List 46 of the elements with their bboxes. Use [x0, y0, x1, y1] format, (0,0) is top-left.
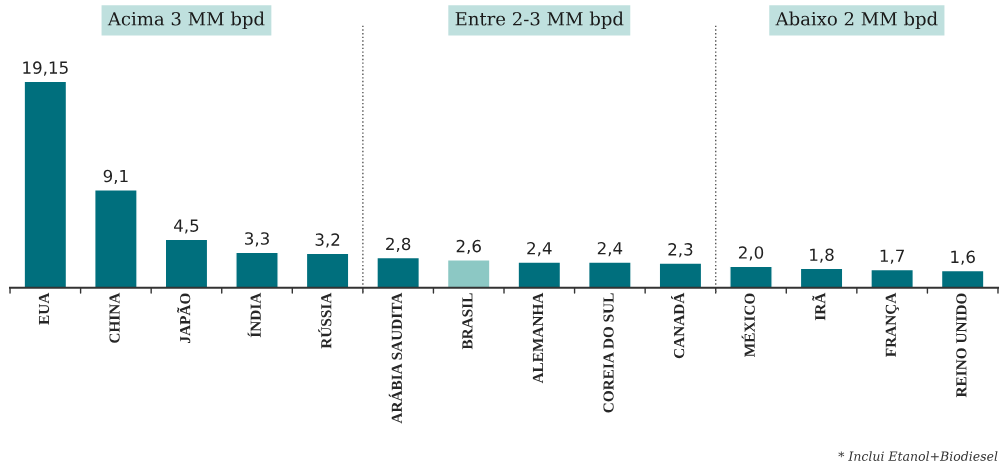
data-label: 4,5: [174, 219, 199, 234]
x-tick-label: REINO UNIDO: [956, 293, 967, 398]
x-tick-label: FRANÇA: [885, 292, 899, 357]
bar: [446, 259, 491, 288]
bar: [799, 267, 844, 288]
x-tick-label: EUA: [38, 292, 50, 325]
text: Entre 2-3 MM bpd: [455, 11, 624, 30]
data-label: 1,6: [951, 250, 975, 265]
text: Acima 3 MM bpd: [107, 11, 265, 30]
bar: [235, 251, 279, 288]
data-label: 1,8: [810, 248, 834, 263]
x-tick-label: IRÃ: [812, 292, 826, 321]
x-tick-label: JAPÃO: [177, 293, 191, 343]
bar: [94, 189, 138, 288]
text: * Inclui Etanol+Biodiesel: [838, 451, 998, 461]
text: Abaixo 2 MM bpd: [775, 11, 938, 30]
data-label: 2,3: [668, 243, 693, 258]
data-label: 2,4: [597, 241, 623, 257]
x-tick-label: MÉXICO: [741, 293, 755, 357]
x-tick-label: BRASIL: [462, 293, 473, 350]
data-label: 1,7: [880, 249, 904, 264]
x-tick-label: ARÁBIA SAUDITA: [388, 292, 402, 424]
bar: [729, 265, 773, 288]
data-label: 3,3: [245, 232, 269, 247]
bar: [305, 252, 350, 288]
bar: [517, 261, 562, 288]
data-label: 2,4: [527, 241, 552, 257]
bar: [23, 80, 68, 288]
x-tick-label: COREIA DO SUL: [603, 293, 614, 413]
data-label: 2,6: [456, 239, 481, 255]
x-tick-label: ALEMANHA: [532, 292, 543, 384]
data-label: 2,8: [386, 237, 411, 252]
bar: [164, 238, 209, 288]
bar: [870, 268, 914, 288]
bar: [658, 262, 703, 288]
x-tick-label: RÚSSIA: [318, 292, 332, 349]
x-tick-label: CANADÁ: [671, 292, 685, 359]
bar: [376, 256, 421, 288]
data-label: 19,15: [23, 61, 68, 76]
bar: [587, 261, 632, 288]
bar: [940, 269, 985, 288]
x-tick-label: CHINA: [109, 292, 120, 343]
data-label: 9,1: [103, 169, 128, 185]
data-label: 2,0: [738, 246, 764, 261]
data-label: 3,2: [315, 233, 340, 248]
x-tick-label: ÍNDIA: [247, 292, 261, 338]
